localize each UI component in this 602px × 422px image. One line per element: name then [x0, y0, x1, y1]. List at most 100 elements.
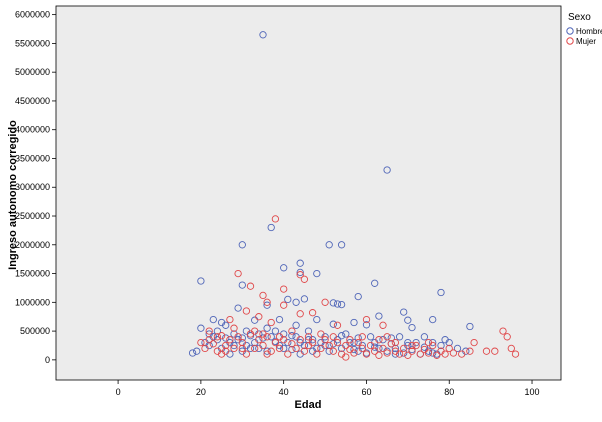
point-mujer [288, 327, 296, 335]
point-hombre [325, 241, 333, 249]
point-hombre [404, 316, 412, 324]
point-hombre [429, 338, 437, 347]
point-mujer [362, 350, 371, 358]
y-tick-label: 3000000 [15, 182, 50, 192]
point-mujer [296, 336, 304, 344]
point-mujer [408, 341, 416, 350]
point-mujer [313, 350, 321, 358]
point-hombre [275, 315, 284, 324]
point-hombre [288, 345, 296, 354]
point-mujer [366, 341, 375, 350]
y-axis-ticks: 0 500000 1000000 1500000 2000000 2500000 30000… [15, 10, 56, 365]
x-tick-label: 40 [279, 387, 289, 397]
point-mujer [271, 215, 280, 223]
point-mujer [391, 338, 400, 347]
point-hombre [354, 292, 362, 301]
point-mujer [445, 344, 453, 353]
y-tick-label: 6000000 [15, 10, 50, 20]
point-mujer [362, 315, 371, 324]
plot-area [55, 5, 562, 381]
point-mujer [267, 318, 275, 327]
point-hombre [337, 241, 346, 249]
point-mujer [292, 344, 300, 353]
point-hombre [280, 264, 288, 272]
point-hombre [234, 304, 242, 312]
point-hombre [342, 330, 350, 338]
point-mujer [263, 298, 271, 306]
point-mujer [280, 301, 288, 309]
y-tick-label: 1500000 [15, 269, 50, 279]
point-mujer [379, 321, 387, 329]
point-mujer [280, 285, 288, 293]
point-mujer [441, 350, 449, 358]
x-tick-label: 80 [444, 387, 454, 397]
point-hombre [213, 327, 222, 335]
point-hombre [292, 298, 300, 306]
point-mujer [358, 344, 366, 353]
x-tick-label: 60 [361, 387, 371, 397]
y-tick-label: 500000 [20, 326, 50, 336]
point-hombre [437, 288, 445, 297]
point-hombre [188, 349, 197, 357]
point-mujer [238, 338, 246, 347]
point-mujer [271, 338, 280, 347]
point-hombre [300, 341, 309, 350]
point-mujer [234, 269, 242, 278]
point-mujer [217, 350, 226, 358]
point-mujer [321, 298, 329, 306]
point-mujer [242, 350, 251, 358]
point-mujer [416, 350, 424, 358]
point-mujer [255, 313, 263, 321]
point-mujer [333, 338, 342, 347]
point-mujer [329, 333, 337, 341]
point-mujer [449, 349, 458, 357]
point-mujer [466, 347, 474, 355]
point-mujer [408, 347, 416, 355]
point-hombre [387, 334, 395, 342]
point-hombre [296, 259, 304, 267]
point-hombre [441, 336, 449, 344]
point-mujer [213, 333, 222, 341]
y-tick-label: 2000000 [15, 240, 50, 250]
point-hombre [453, 344, 462, 353]
point-mujer [404, 351, 412, 359]
y-tick-label: 4500000 [15, 96, 50, 106]
point-mujer [482, 347, 491, 355]
point-mujer [424, 349, 433, 357]
point-mujer [329, 347, 337, 355]
point-hombre [209, 315, 217, 324]
point-mujer [433, 351, 441, 359]
point-hombre [350, 318, 358, 327]
point-hombre [197, 277, 205, 285]
point-hombre [280, 344, 288, 353]
point-hombre [313, 315, 321, 324]
point-mujer [371, 347, 379, 355]
legend-title: Sexo [568, 12, 591, 23]
x-tick-label: 0 [116, 387, 121, 397]
point-hombre [329, 340, 337, 348]
point-hombre [424, 347, 433, 355]
data-points [188, 31, 520, 361]
point-hombre [371, 279, 379, 287]
point-hombre [296, 268, 304, 277]
point-mujer [255, 336, 263, 344]
point-mujer [300, 347, 309, 355]
point-mujer [263, 350, 271, 358]
point-mujer [205, 336, 213, 344]
point-mujer [354, 338, 362, 347]
point-mujer [424, 338, 433, 347]
point-mujer [259, 330, 267, 338]
point-mujer [197, 338, 205, 347]
point-hombre [213, 336, 222, 344]
point-hombre [400, 349, 408, 357]
point-hombre [466, 322, 474, 331]
point-hombre [337, 300, 346, 309]
point-mujer [470, 338, 478, 347]
point-mujer [217, 332, 226, 340]
point-hombre [205, 330, 213, 338]
point-mujer [383, 349, 391, 357]
point-hombre [267, 333, 275, 341]
x-tick-label: 100 [525, 387, 540, 397]
